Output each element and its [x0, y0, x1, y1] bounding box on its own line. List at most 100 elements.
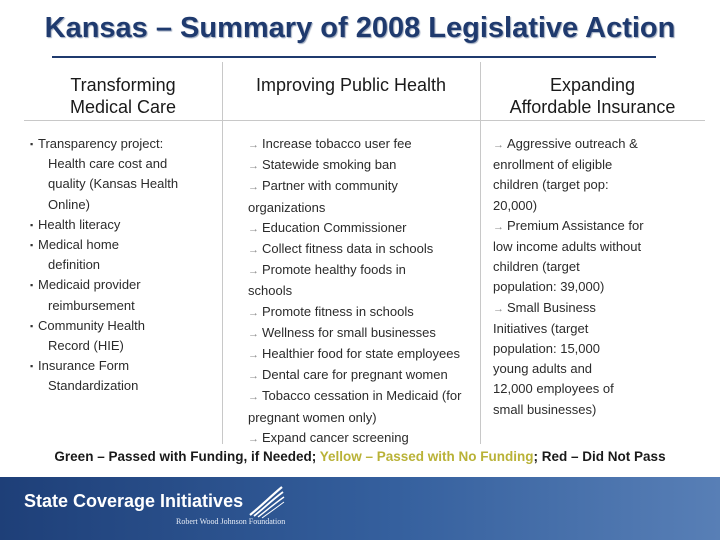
title-underline — [52, 56, 656, 58]
arrow-right-icon: → — [493, 139, 504, 151]
list-item-line: quality (Kansas Health — [48, 176, 179, 192]
column-heading: Transforming Medical Care — [24, 74, 222, 118]
column-heading: Expanding Affordable Insurance — [480, 74, 705, 118]
square-bullet-icon: ▪ — [30, 139, 34, 149]
list-item: ▪ Community Health Record (HIE) — [24, 316, 222, 356]
list-item-text: Collect fitness data in schools — [262, 241, 434, 257]
list-item-line: Health literacy — [38, 216, 121, 232]
list-item-line: → Promote healthy foods in — [248, 260, 480, 281]
column-heading-line: Improving Public Health — [255, 75, 447, 95]
list-item-text: Aggressive outreach & — [507, 136, 638, 151]
list-item-text: Expand cancer screening — [262, 429, 409, 445]
list-item-line: Record (HIE) — [48, 338, 124, 354]
arrow-right-icon: → — [248, 370, 259, 383]
list-item-line: 20,000) — [493, 197, 538, 213]
column-heading-line: Expanding — [549, 75, 636, 95]
list-item-line: Initiatives (target — [493, 320, 589, 336]
legend-yellow: Yellow – Passed with No Funding — [319, 449, 534, 464]
list-item-line: Standardization — [48, 378, 139, 394]
list-item-line: definition — [48, 257, 101, 273]
list-item-text: Tobacco cessation in Medicaid (for — [262, 388, 462, 404]
list-item-line: → Premium Assistance for — [493, 216, 705, 237]
list-item-line: pregnant women only) — [248, 409, 377, 425]
header-divider — [24, 120, 705, 121]
list-item: ▪ Medicaid provider reimbursement — [24, 275, 222, 315]
list-item-line: enrollment of eligible — [493, 157, 613, 173]
list-item-line: Health care cost and — [48, 156, 168, 172]
list-item-line: → Partner with community — [248, 176, 480, 197]
list-item-line: → Expand cancer screening — [248, 428, 480, 449]
list-item-line: reimbursement — [48, 297, 135, 313]
list-item-line: small businesses) — [493, 401, 597, 417]
arrow-right-icon: → — [248, 432, 259, 445]
list-item-line: → Increase tobacco user fee — [248, 134, 480, 155]
square-bullet-icon: ▪ — [30, 320, 34, 331]
column-divider-1 — [222, 62, 223, 444]
list-item-line: children (target — [493, 259, 580, 275]
item-list: ▪ Transparency project: Health care cost a… — [24, 134, 222, 397]
item-list: → Increase tobacco user fee → Statewide smo… — [222, 134, 480, 449]
arrow-right-icon: → — [248, 139, 259, 151]
list-item-text: Education Commissioner — [262, 219, 407, 235]
arrow-right-icon: → — [248, 160, 259, 173]
list-item-text: Promote healthy foods in — [262, 262, 406, 278]
list-item-line: → Dental care for pregnant women — [248, 365, 480, 386]
list-item-text: Promote fitness in schools — [262, 303, 414, 319]
list-item: → Promote healthy foods in schools — [222, 260, 480, 301]
list-item: → Tobacco cessation in Medicaid (for pregn… — [222, 386, 480, 427]
list-item-line: → Aggressive outreach & — [493, 134, 705, 155]
list-item-line: Insurance Form — [38, 358, 130, 374]
list-item-line: children (target pop: — [493, 177, 609, 193]
summary-table: Transforming Medical Care ▪ Transparency … — [24, 62, 705, 445]
legend-separator: ; — [533, 449, 539, 464]
square-bullet-icon: ▪ — [30, 219, 34, 230]
arrow-right-icon: → — [248, 244, 259, 257]
list-item-line: Medical home — [38, 237, 119, 253]
list-item: → Wellness for small businesses — [222, 323, 480, 344]
arrow-right-icon: → — [248, 327, 259, 340]
list-item: → Premium Assistance for low income adults… — [480, 216, 705, 298]
list-item-line: organizations — [248, 199, 326, 215]
square-bullet-icon: ▪ — [30, 361, 34, 372]
list-item: → Promote fitness in schools — [222, 302, 480, 323]
list-item: ▪ Health literacy — [24, 215, 222, 235]
list-item-line: population: 15,000 — [493, 341, 600, 357]
list-item-line: → Healthier food for state employees — [248, 344, 480, 365]
list-item: → Partner with community organizations — [222, 176, 480, 217]
list-item-line: Community Health — [38, 317, 145, 333]
arrow-right-icon: → — [493, 302, 504, 315]
footer-bar: State Coverage Initiatives Robert Wood J… — [0, 477, 720, 540]
list-item: ▪ Insurance Form Standardization — [24, 356, 222, 396]
column-heading: Improving Public Health — [222, 74, 480, 96]
list-item-line: young adults and — [493, 361, 593, 377]
list-item: → Statewide smoking ban — [222, 155, 480, 176]
list-item: → Aggressive outreach & enrollment of elig… — [480, 134, 705, 216]
rwjf-swoosh-logo-icon — [249, 486, 285, 519]
sponsor-name: Robert Wood Johnson Foundation — [176, 517, 286, 526]
list-item: → Small Business Initiatives (target popula… — [480, 298, 705, 420]
list-item-line: 12,000 employees of — [493, 381, 614, 397]
list-item-text: Statewide smoking ban — [262, 157, 397, 173]
list-item: ▪ Medical home definition — [24, 235, 222, 275]
list-item: ▪ Transparency project: Health care cost a… — [24, 134, 222, 215]
list-item-line: → Wellness for small businesses — [248, 323, 480, 344]
square-bullet-icon: ▪ — [30, 280, 34, 291]
column-heading-line: Transforming — [70, 75, 176, 95]
list-item-text: Healthier food for state employees — [262, 346, 460, 362]
list-item-text: Premium Assistance for — [507, 217, 644, 233]
arrow-right-icon: → — [248, 222, 259, 235]
legend-separator: ; — [311, 449, 317, 464]
item-list: → Aggressive outreach & enrollment of elig… — [480, 134, 705, 420]
list-item-line: → Education Commissioner — [248, 218, 480, 239]
list-item: → Increase tobacco user fee — [222, 134, 480, 155]
list-item-line: Medicaid provider — [38, 277, 141, 293]
page-title: Kansas – Summary of 2008 Legislative Act… — [44, 12, 676, 44]
column-transforming-medical-care: Transforming Medical Care ▪ Transparency … — [24, 62, 222, 444]
column-expanding-affordable-insurance: Expanding Affordable Insurance → Aggressi… — [480, 62, 705, 444]
column-improving-public-health: Improving Public Health → Increase tobacc… — [222, 62, 480, 445]
list-item-text: Increase tobacco user fee — [262, 136, 412, 151]
list-item: → Dental care for pregnant women — [222, 365, 480, 386]
list-item-line: low income adults without — [493, 239, 642, 255]
list-item-line: → Tobacco cessation in Medicaid (for — [248, 386, 480, 407]
arrow-right-icon: → — [248, 391, 259, 404]
